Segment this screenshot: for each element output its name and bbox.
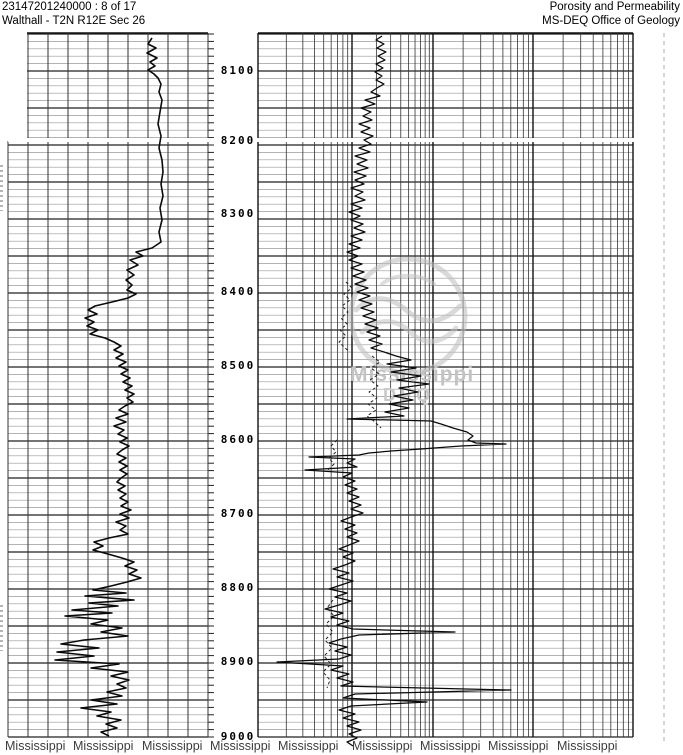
- agency-name: MS-DEQ Office of Geology: [542, 14, 680, 27]
- right-track-dashed-curve: [322, 599, 335, 689]
- right-track-dashed-curve: [327, 439, 338, 471]
- footer-watermark-text: Mississippi: [278, 739, 339, 753]
- depth-label: 8700: [220, 507, 256, 520]
- header-right: Porosity and Permeability MS-DEQ Office …: [542, 1, 680, 28]
- footer-watermark-text: Mississippi: [73, 739, 134, 753]
- footer-watermark-text: Mississippi: [142, 739, 203, 753]
- footer-watermark-text: Mississippi: [210, 739, 271, 753]
- scan-margin-mark: [0, 605, 3, 651]
- depth-label: 9000: [220, 730, 256, 743]
- watermark-text-deq: DEQ: [383, 385, 435, 405]
- depth-label: 8500: [220, 359, 256, 372]
- well-api-page-number: 23147201240000 : 8 of 17: [2, 1, 137, 13]
- footer-watermark-text: Mississippi: [557, 739, 618, 753]
- depth-label: 8800: [220, 581, 256, 594]
- depth-label: 8200: [220, 134, 256, 147]
- depth-label: 8300: [220, 207, 256, 220]
- header-left: 23147201240000 : 8 of 17 Walthall - T2N …: [2, 1, 145, 28]
- footer-watermark-text: Mississippi: [5, 739, 66, 753]
- footer-watermark-text: Mississippi: [352, 739, 413, 753]
- watermark-text-mississippi: Mississippi: [350, 363, 475, 386]
- scan-margin-mark: [0, 165, 3, 211]
- left-track-curve: [54, 37, 164, 737]
- depth-label: 8600: [220, 433, 256, 446]
- well-location: Walthall - T2N R12E Sec 26: [2, 14, 146, 27]
- footer-watermark-text: Mississippi: [488, 739, 549, 753]
- depth-label: 8100: [220, 64, 256, 77]
- depth-label: 8400: [220, 285, 256, 298]
- log-type-title: Porosity and Permeability: [549, 1, 680, 13]
- footer-watermark-text: Mississippi: [420, 739, 481, 753]
- depth-label: 8900: [220, 655, 256, 668]
